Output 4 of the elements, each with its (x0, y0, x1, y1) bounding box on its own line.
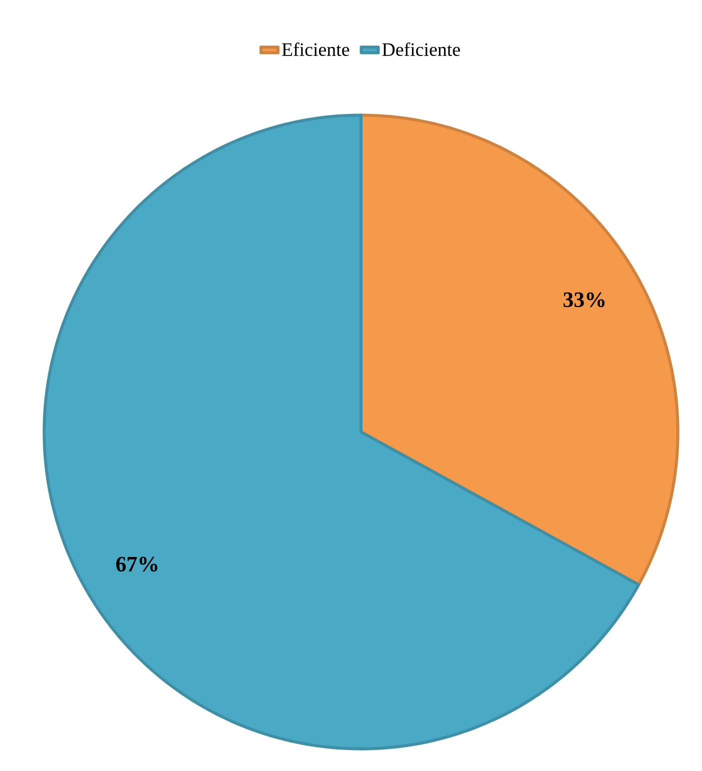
data-label: 33% (564, 292, 604, 308)
legend-label: Eficiente (282, 42, 350, 56)
legend-label: Deficiente (382, 42, 460, 56)
data-label: 67% (116, 556, 158, 572)
